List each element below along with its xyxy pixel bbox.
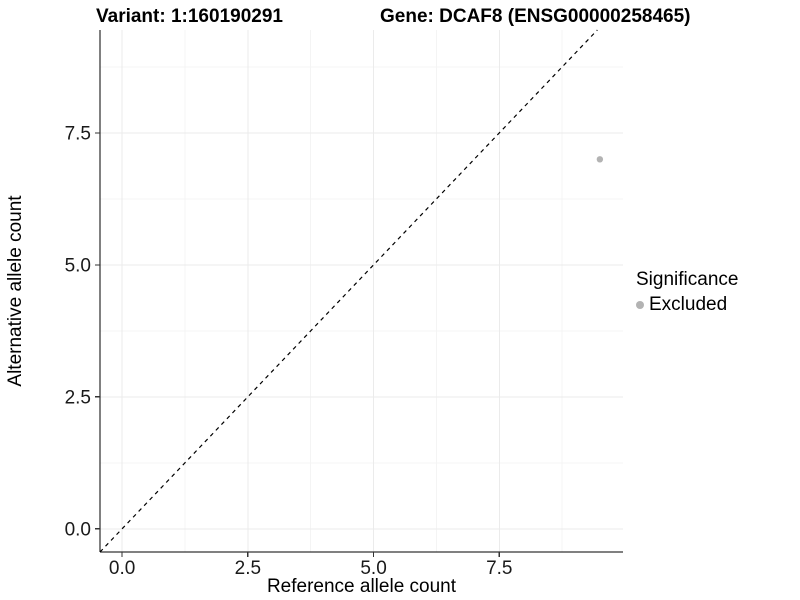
y-tick-label: 7.5 [65, 123, 91, 144]
data-point [596, 156, 604, 163]
x-tick-label: 5.0 [360, 558, 386, 579]
excluded-point-icon [636, 301, 644, 309]
gene-title: Gene: DCAF8 (ENSG00000258465) [380, 6, 691, 27]
y-tick-label: 5.0 [65, 255, 91, 276]
x-tick-label: 7.5 [486, 558, 512, 579]
legend-title: Significance [636, 269, 739, 290]
y-tick-label: 0.0 [65, 519, 91, 540]
identity-line [99, 29, 598, 553]
x-tick-label: 2.5 [235, 558, 261, 579]
legend-item-label: Excluded [649, 294, 728, 315]
y-tick-label: 2.5 [65, 387, 91, 408]
variant-title: Variant: 1:160190291 [96, 6, 283, 27]
legend: Significance Excluded [636, 269, 738, 316]
x-axis-title: Reference allele count [266, 576, 457, 597]
legend-item-excluded: Excluded [636, 294, 738, 316]
y-axis-title: Alternative allele count [5, 195, 26, 387]
x-tick-label: 0.0 [109, 558, 135, 579]
